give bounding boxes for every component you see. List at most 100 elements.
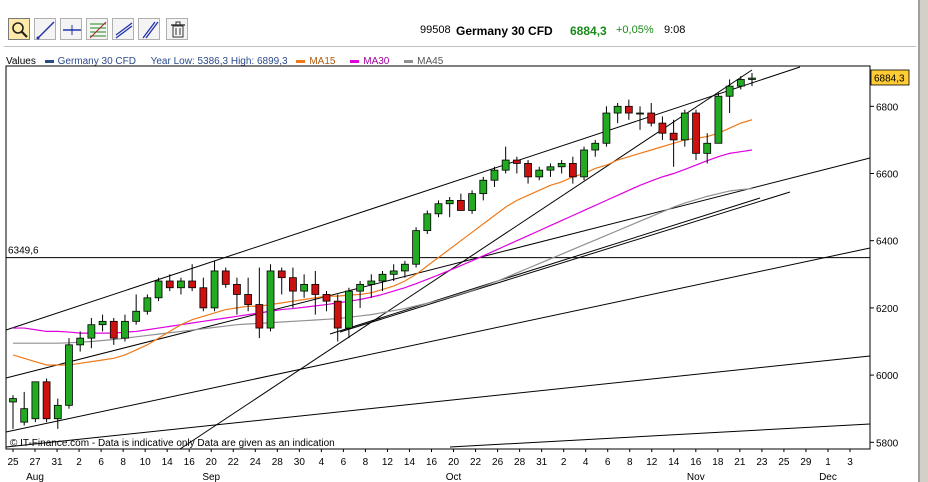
candle-body: [658, 122, 667, 134]
candle: [143, 294, 152, 315]
x-tick-label: 25: [7, 457, 19, 468]
candle-body: [345, 290, 353, 329]
candle-body: [53, 404, 62, 420]
x-tick-label: 30: [294, 457, 306, 468]
x-tick-label: 20: [206, 457, 218, 468]
parallel-lines-icon[interactable]: [138, 18, 160, 40]
candle: [736, 76, 745, 90]
candle: [624, 99, 633, 120]
candle: [199, 277, 208, 312]
candle-body: [568, 163, 577, 178]
candle: [748, 73, 756, 87]
x-month-label: Sep: [202, 472, 220, 482]
x-tick-label: 4: [583, 457, 589, 468]
candle: [692, 109, 700, 161]
candle: [669, 119, 678, 167]
candle: [221, 267, 230, 288]
trash-icon[interactable]: [166, 18, 188, 40]
candle-body: [221, 270, 230, 285]
x-tick-label: 4: [319, 457, 325, 468]
candle-body: [512, 159, 521, 164]
y-tick-label: 6400: [876, 237, 899, 248]
candle-body: [445, 199, 454, 205]
candle-body: [109, 320, 118, 339]
y-tick-label: 6000: [876, 371, 899, 382]
trendline-icon[interactable]: [34, 18, 56, 40]
x-tick-label: 16: [184, 457, 196, 468]
candle: [580, 146, 588, 181]
candle: [524, 160, 532, 184]
candle: [479, 176, 488, 201]
candle: [65, 338, 73, 409]
candle: [255, 267, 264, 339]
candle-body: [233, 283, 241, 295]
quote-change: +0,05%: [616, 24, 654, 36]
candle: [613, 102, 622, 124]
fibonacci-icon[interactable]: [86, 18, 108, 40]
x-tick-label: 3: [847, 457, 853, 468]
legend-ma15: MA15: [296, 56, 341, 67]
candle-body: [703, 142, 712, 154]
trend-line: [5, 157, 871, 379]
candle-body: [65, 344, 73, 406]
candle: [31, 381, 40, 423]
x-tick-label: 27: [29, 457, 41, 468]
x-tick-label: 12: [382, 457, 394, 468]
candle-body: [31, 381, 40, 420]
candle-body: [20, 408, 29, 423]
x-tick-label: 28: [272, 457, 284, 468]
ma45-line: [13, 188, 753, 344]
candle-body: [143, 297, 152, 312]
channel-icon[interactable]: [112, 18, 134, 40]
candle: [703, 133, 712, 164]
x-tick-label: 14: [668, 457, 680, 468]
x-tick-label: 8: [627, 457, 633, 468]
candle: [378, 270, 387, 292]
candle-body: [580, 149, 588, 178]
candle-body: [87, 324, 96, 339]
candle: [333, 294, 342, 342]
magnifier-icon[interactable]: [8, 18, 30, 40]
horizontal-line-icon[interactable]: [60, 18, 82, 40]
candle-body: [602, 112, 611, 144]
candle: [568, 156, 577, 184]
candle-body: [669, 132, 678, 141]
x-month-label: Dec: [819, 472, 837, 482]
x-month-label: Nov: [687, 472, 705, 482]
candle: [602, 106, 611, 147]
candle-body: [199, 287, 208, 309]
x-tick-label: 10: [140, 457, 152, 468]
candle: [121, 314, 129, 342]
x-tick-label: 22: [470, 457, 482, 468]
candle: [434, 200, 443, 218]
candle-body: [748, 77, 756, 80]
candle: [658, 116, 667, 140]
candle: [647, 102, 656, 127]
x-tick-label: 25: [778, 457, 790, 468]
candle-body: [244, 294, 253, 305]
x-tick-label: 28: [514, 457, 526, 468]
candle-body: [524, 163, 532, 178]
candle: [154, 277, 163, 302]
candle: [9, 395, 17, 429]
horizontal-line-label: 6349,6: [8, 246, 39, 257]
x-tick-label: 1: [825, 457, 831, 468]
candle-body: [680, 112, 689, 141]
candle: [188, 264, 197, 292]
quote-time: 9:08: [664, 24, 686, 36]
candle-body: [277, 270, 286, 279]
candle-body: [154, 280, 163, 299]
x-tick-label: 31: [536, 457, 548, 468]
candle: [546, 163, 555, 177]
candle: [714, 92, 723, 144]
candle: [356, 281, 364, 308]
trend-line: [5, 66, 801, 331]
x-tick-label: 26: [492, 457, 504, 468]
quote-name: Germany 30 CFD: [456, 24, 553, 38]
candle-body: [9, 398, 17, 403]
candle: [322, 291, 331, 312]
toolbar: 99508 Germany 30 CFD 6884,3 +0,05% 9:08: [4, 14, 916, 47]
x-tick-label: 8: [120, 457, 126, 468]
candle: [445, 197, 454, 218]
